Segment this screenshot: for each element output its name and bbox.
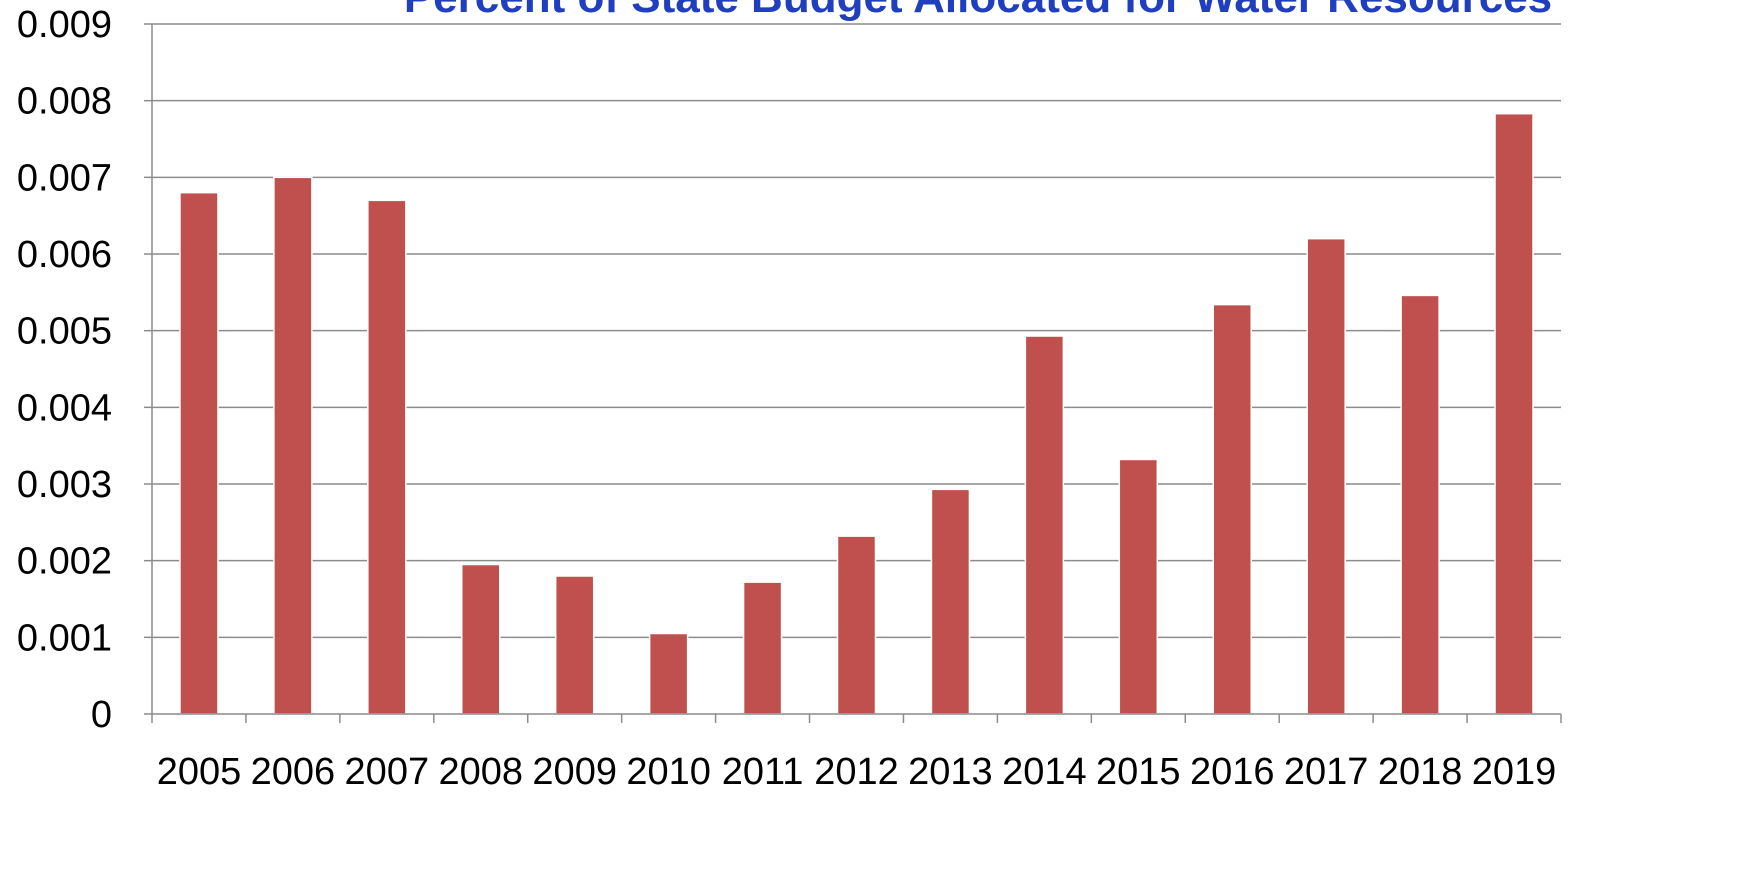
y-tick-label: 0.003 (17, 464, 112, 506)
bar-2005 (179, 191, 219, 715)
x-tick-label: 2016 (1190, 751, 1275, 793)
bar-2006 (273, 176, 313, 715)
x-tick-label: 2006 (251, 751, 336, 793)
y-tick-label: 0.009 (17, 4, 112, 46)
bar-2017 (1306, 237, 1346, 715)
x-tick-label: 2008 (438, 751, 523, 793)
chart-title: Percent of State Budget Allocated for Wa… (404, 0, 1552, 22)
x-tick-labels: 2005 2006 2007 2008 2009 2010 2011 2012 2013 2014… (157, 751, 1557, 793)
bar-2007 (367, 199, 407, 715)
bar-2010 (648, 632, 689, 715)
bar-2009 (554, 575, 595, 715)
x-tick-label: 2005 (157, 751, 242, 793)
y-tick-label: 0.006 (17, 234, 112, 276)
x-tick-label: 2019 (1472, 751, 1557, 793)
bar-2018 (1400, 294, 1440, 715)
bar-2012 (836, 535, 877, 715)
bar-2014 (1024, 335, 1065, 715)
bar-2013 (930, 488, 971, 715)
bars (179, 112, 1534, 715)
y-tick-labels: 0 0.001 0.002 0.003 0.004 0.005 0.006 0.007 0.00… (17, 4, 112, 736)
x-tick-label: 2010 (626, 751, 711, 793)
bar-2019 (1494, 112, 1534, 715)
y-tick-label: 0.007 (17, 157, 112, 199)
y-tick-label: 0.004 (17, 387, 112, 429)
x-tick-label: 2018 (1378, 751, 1463, 793)
bar-2008 (461, 563, 501, 715)
y-tick-label: 0 (91, 694, 112, 736)
x-tick-label: 2007 (345, 751, 430, 793)
y-tick-label: 0.008 (17, 81, 112, 123)
bar-2015 (1118, 458, 1159, 715)
x-tick-label: 2015 (1096, 751, 1181, 793)
y-tick-label: 0.005 (17, 311, 112, 353)
bar-2011 (742, 581, 783, 715)
axes (144, 23, 1562, 723)
x-tick-label: 2013 (908, 751, 993, 793)
x-tick-label: 2012 (814, 751, 899, 793)
y-tick-label: 0.002 (17, 541, 112, 583)
x-tick-label: 2017 (1284, 751, 1369, 793)
x-tick-label: 2014 (1002, 751, 1087, 793)
y-tick-label: 0.001 (17, 617, 112, 659)
x-tick-label: 2011 (722, 751, 804, 793)
bar-2016 (1212, 303, 1252, 715)
x-tick-label: 2009 (532, 751, 617, 793)
